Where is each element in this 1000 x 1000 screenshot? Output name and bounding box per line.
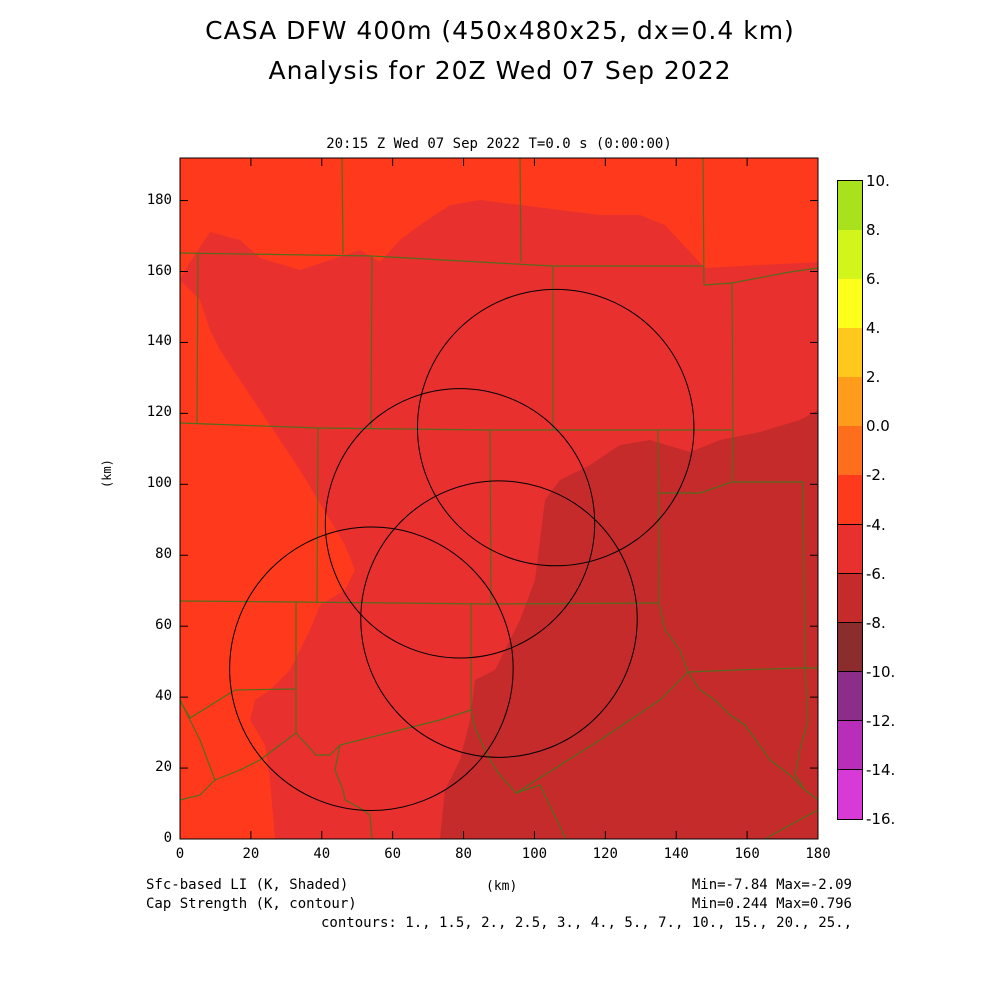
y-tick-label: 80 — [155, 546, 172, 563]
y-tick-label: 60 — [155, 617, 172, 634]
colorbar-label: -16. — [866, 810, 896, 828]
colorbar-segment — [838, 377, 862, 427]
colorbar-segment — [838, 328, 862, 378]
colorbar-segment — [838, 524, 862, 575]
county-boundaries — [180, 158, 818, 839]
x-axis-label: (km) — [486, 879, 518, 894]
colorbar-label: -6. — [866, 564, 886, 583]
x-tick-label: 180 — [805, 846, 831, 862]
radar-ring-2 — [324, 388, 596, 659]
colorbar-segment — [838, 720, 862, 771]
x-tick-label: 100 — [521, 846, 548, 862]
colorbar-label: -4. — [866, 515, 886, 534]
shaded-minmax: Min=-7.84 Max=-2.09 — [691, 877, 852, 893]
colorbar-segment — [838, 181, 862, 231]
x-tick-label: 0 — [175, 846, 185, 862]
colorbar-segment — [838, 769, 862, 820]
radar-ring-3 — [360, 480, 638, 758]
y-axis-label: (km) — [100, 459, 114, 488]
colorbar-label: 8. — [866, 221, 881, 240]
colorbar — [837, 180, 863, 820]
plot-frame — [179, 157, 819, 840]
y-tick-label: 160 — [146, 262, 172, 279]
valid-time-label: 20:15 Z Wed 07 Sep 2022 T=0.0 s (0:00:00… — [326, 136, 672, 152]
y-tick-label: 40 — [155, 688, 172, 705]
colorbar-label: 4. — [866, 319, 881, 338]
y-tick-label: 180 — [146, 191, 172, 208]
radar-ring-4 — [229, 526, 514, 812]
colorbar-label: -12. — [866, 711, 896, 730]
colorbar-segment — [838, 426, 862, 476]
colorbar-label: -2. — [866, 466, 886, 485]
colorbar-label: -14. — [866, 760, 896, 779]
colorbar-label: 6. — [866, 270, 881, 289]
x-tick-label: 160 — [734, 846, 760, 862]
colorbar-segment — [838, 671, 862, 722]
shaded-field — [180, 158, 818, 839]
x-tick-label: 60 — [384, 846, 402, 862]
colorbar-label: 10. — [866, 172, 890, 190]
axis-ticks — [179, 158, 819, 840]
radar-range-rings — [229, 288, 695, 812]
colorbar-segment — [838, 573, 862, 624]
figure-subtitle: Analysis for 20Z Wed 07 Sep 2022 — [268, 56, 732, 85]
y-tick-label: 0 — [163, 830, 172, 846]
colorbar-label: 2. — [866, 368, 881, 387]
colorbar-segment — [838, 622, 862, 673]
radar-ring-1 — [416, 288, 695, 567]
colorbar-label: -8. — [866, 613, 886, 632]
li-region-dark-east — [440, 410, 818, 839]
colorbar-segment — [838, 230, 862, 280]
x-tick-label: 140 — [663, 846, 689, 862]
x-tick-label: 40 — [313, 846, 331, 862]
li-region-light-north — [180, 158, 818, 280]
y-tick-label: 100 — [146, 475, 172, 492]
contour-minmax: Min=0.244 Max=0.796 — [691, 896, 852, 912]
contour-levels: contours: 1., 1.5, 2., 2.5, 3., 4., 5., … — [320, 915, 852, 931]
x-tick-label: 120 — [592, 846, 618, 862]
colorbar-label: 0.0 — [866, 417, 890, 436]
figure-title: CASA DFW 400m (450x480x25, dx=0.4 km) — [205, 16, 795, 45]
x-tick-label: 80 — [455, 846, 472, 862]
colorbar-label: -10. — [866, 662, 896, 681]
contour-field-label: Cap Strength (K, contour) — [146, 896, 357, 912]
li-region-light-west — [180, 280, 355, 839]
colorbar-segment — [838, 279, 862, 329]
colorbar-segment — [838, 475, 862, 526]
y-tick-label: 20 — [155, 759, 172, 776]
y-tick-label: 140 — [146, 333, 172, 350]
shaded-field-label: Sfc-based LI (K, Shaded) — [146, 877, 349, 893]
y-tick-label: 120 — [146, 404, 172, 421]
x-tick-label: 20 — [242, 846, 260, 862]
